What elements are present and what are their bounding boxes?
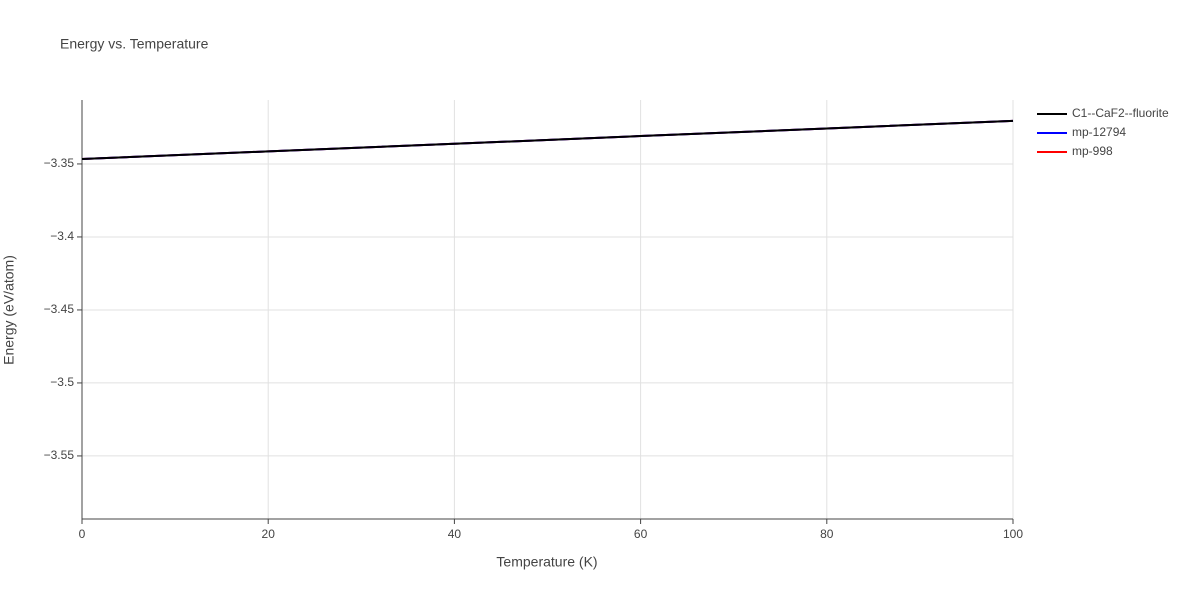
legend-label: mp-998: [1072, 144, 1113, 158]
x-tick-label: 20: [262, 527, 276, 541]
legend-label: C1--CaF2--fluorite: [1072, 106, 1169, 120]
y-tick-label: −3.55: [44, 448, 75, 462]
y-tick-label: −3.45: [44, 302, 75, 316]
y-tick-label: −3.35: [44, 156, 75, 170]
x-tick-label: 40: [448, 527, 462, 541]
x-tick-label: 100: [1003, 527, 1023, 541]
y-axis-title: Energy (eV/atom): [1, 255, 17, 365]
x-tick-label: 0: [79, 527, 86, 541]
line: [81, 119, 1014, 160]
y-tick-label: −3.5: [50, 375, 74, 389]
chart-title: Energy vs. Temperature: [60, 36, 209, 52]
x-tick-label: 80: [820, 527, 834, 541]
x-axis-title: Temperature (K): [496, 554, 597, 570]
legend-label: mp-12794: [1072, 125, 1126, 139]
x-tick-label: 60: [634, 527, 648, 541]
y-tick-label: −3.4: [50, 229, 74, 243]
